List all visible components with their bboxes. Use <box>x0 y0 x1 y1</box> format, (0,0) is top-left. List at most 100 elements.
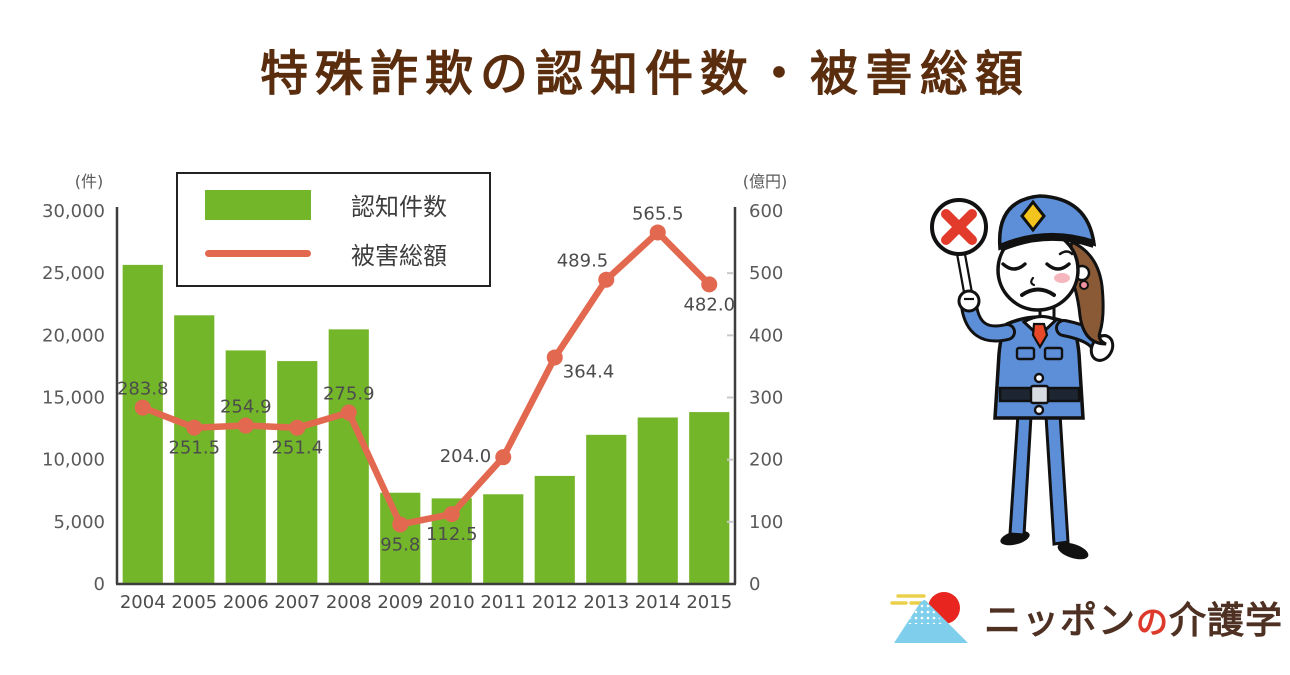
brow-mark <box>1058 250 1074 256</box>
pocket-right <box>1043 346 1064 361</box>
bar <box>225 350 266 584</box>
x-axis-tick-label: 2010 <box>429 592 475 613</box>
fuji-sun-logo-icon <box>890 592 968 643</box>
nose <box>1030 276 1036 287</box>
chart-legend: 認知件数 被害総額 <box>176 172 491 287</box>
x-axis-tick-label: 2006 <box>223 592 269 613</box>
belt-buckle <box>1029 384 1050 405</box>
line-point <box>186 419 203 436</box>
line-point <box>392 516 409 533</box>
policewoman-icon <box>930 194 1115 560</box>
x-axis-tick-label: 2014 <box>635 592 681 613</box>
bar <box>328 329 369 584</box>
bar <box>586 434 627 584</box>
value-label: 482.0 <box>683 294 735 315</box>
bar <box>277 361 318 584</box>
left-glove <box>957 289 981 313</box>
line-point <box>340 404 357 421</box>
y-axis-tick-label-left: 15,000 <box>42 388 105 409</box>
page-title: 特殊詐欺の認知件数・被害総額 <box>259 46 1030 102</box>
x-axis-tick-label: 2013 <box>583 592 629 613</box>
x-axis-tick-label: 2009 <box>377 592 423 613</box>
line-point <box>443 506 460 523</box>
logo-text: ニッポンの介護学 <box>984 590 1283 644</box>
y-axis-tick-label-left: 10,000 <box>42 450 105 471</box>
y-axis-tick-label-left: 25,000 <box>42 263 105 284</box>
pocket-left <box>1015 346 1036 361</box>
x-axis-tick-label: 2012 <box>532 592 578 613</box>
y-axis-tick-label-right: 500 <box>749 263 783 284</box>
y-axis-tick-label-right: 400 <box>749 325 783 346</box>
bar <box>534 475 575 584</box>
bar-swatch-icon <box>205 189 311 220</box>
cap-badge <box>1020 199 1046 233</box>
earring <box>1079 280 1089 290</box>
value-label: 364.4 <box>563 361 615 382</box>
line-point <box>289 419 306 436</box>
button <box>1033 404 1045 416</box>
line-point <box>237 417 254 434</box>
bar <box>689 412 730 584</box>
value-label: 95.8 <box>380 534 420 555</box>
bar <box>483 494 524 584</box>
value-label: 204.0 <box>440 446 492 467</box>
value-label: 275.9 <box>323 383 375 404</box>
value-label: 251.5 <box>168 438 220 459</box>
bar <box>174 315 215 584</box>
value-label: 565.5 <box>632 203 684 224</box>
legs <box>1000 412 1089 560</box>
y-axis-tick-label-right: 300 <box>749 388 783 409</box>
logo-text-accent: の <box>1136 603 1170 641</box>
value-label: 254.9 <box>220 397 272 418</box>
chart-svg: 0 5,000 10,000 15,000 20,000 25,000 30,000 0 100… <box>42 172 788 613</box>
legend-item-cases: 認知件数 <box>205 187 447 222</box>
left-axis-unit-label: (件) <box>75 172 104 191</box>
bar <box>637 417 678 584</box>
logo-text-part1: ニッポン <box>984 599 1136 642</box>
line-point <box>598 271 615 288</box>
y-axis-tick-label-right: 200 <box>749 450 783 471</box>
x-sign-icon <box>930 198 988 299</box>
tie <box>1031 322 1049 350</box>
value-label: 251.4 <box>271 438 323 459</box>
frown-mouth <box>1020 287 1056 297</box>
bar <box>380 492 421 584</box>
chart-area: 0 5,000 10,000 15,000 20,000 25,000 30,000 0 100… <box>30 160 830 660</box>
y-axis-tick-label-right: 100 <box>749 512 783 533</box>
legend-label-cases: 認知件数 <box>351 193 447 221</box>
line-point <box>701 276 718 293</box>
value-label: 112.5 <box>426 524 478 545</box>
line-point <box>546 349 563 366</box>
y-axis-tick-label-right: 600 <box>749 201 783 222</box>
y-axis-tick-label-left: 5,000 <box>53 512 105 533</box>
y-axis-tick-label-left: 30,000 <box>42 201 105 222</box>
logo-text-part2: 介護学 <box>1169 599 1284 642</box>
value-label: 489.5 <box>557 251 609 272</box>
bar <box>122 264 163 584</box>
value-label: 283.8 <box>117 379 169 400</box>
x-axis-tick-label: 2007 <box>274 592 320 613</box>
site-logo: ニッポンの介護学 <box>890 586 1283 648</box>
cap-band <box>998 232 1096 252</box>
line-point <box>649 224 666 241</box>
x-axis-tick-label: 2005 <box>171 592 217 613</box>
x-axis-tick-label: 2011 <box>480 592 526 613</box>
legend-label-damage: 被害総額 <box>351 242 447 270</box>
policewoman-illustration <box>912 182 1152 574</box>
cheek <box>1054 273 1070 283</box>
line-swatch-icon <box>205 250 311 257</box>
y-axis-tick-label-right: 0 <box>749 574 760 595</box>
snow-cap <box>907 600 944 624</box>
line-point <box>134 399 151 416</box>
line-point <box>495 449 512 466</box>
closed-eye-left <box>1001 262 1027 271</box>
button <box>1033 372 1045 384</box>
line-path <box>139 229 713 528</box>
y-axis-tick-label-left: 0 <box>94 574 105 595</box>
legend-item-damage: 被害総額 <box>205 236 447 271</box>
y-axis-tick-label-left: 20,000 <box>42 325 105 346</box>
closed-eye-right <box>1045 262 1071 271</box>
x-axis-tick-label: 2004 <box>120 592 166 613</box>
x-axis-tick-label: 2008 <box>326 592 372 613</box>
right-axis-unit-label: (億円) <box>743 172 788 191</box>
